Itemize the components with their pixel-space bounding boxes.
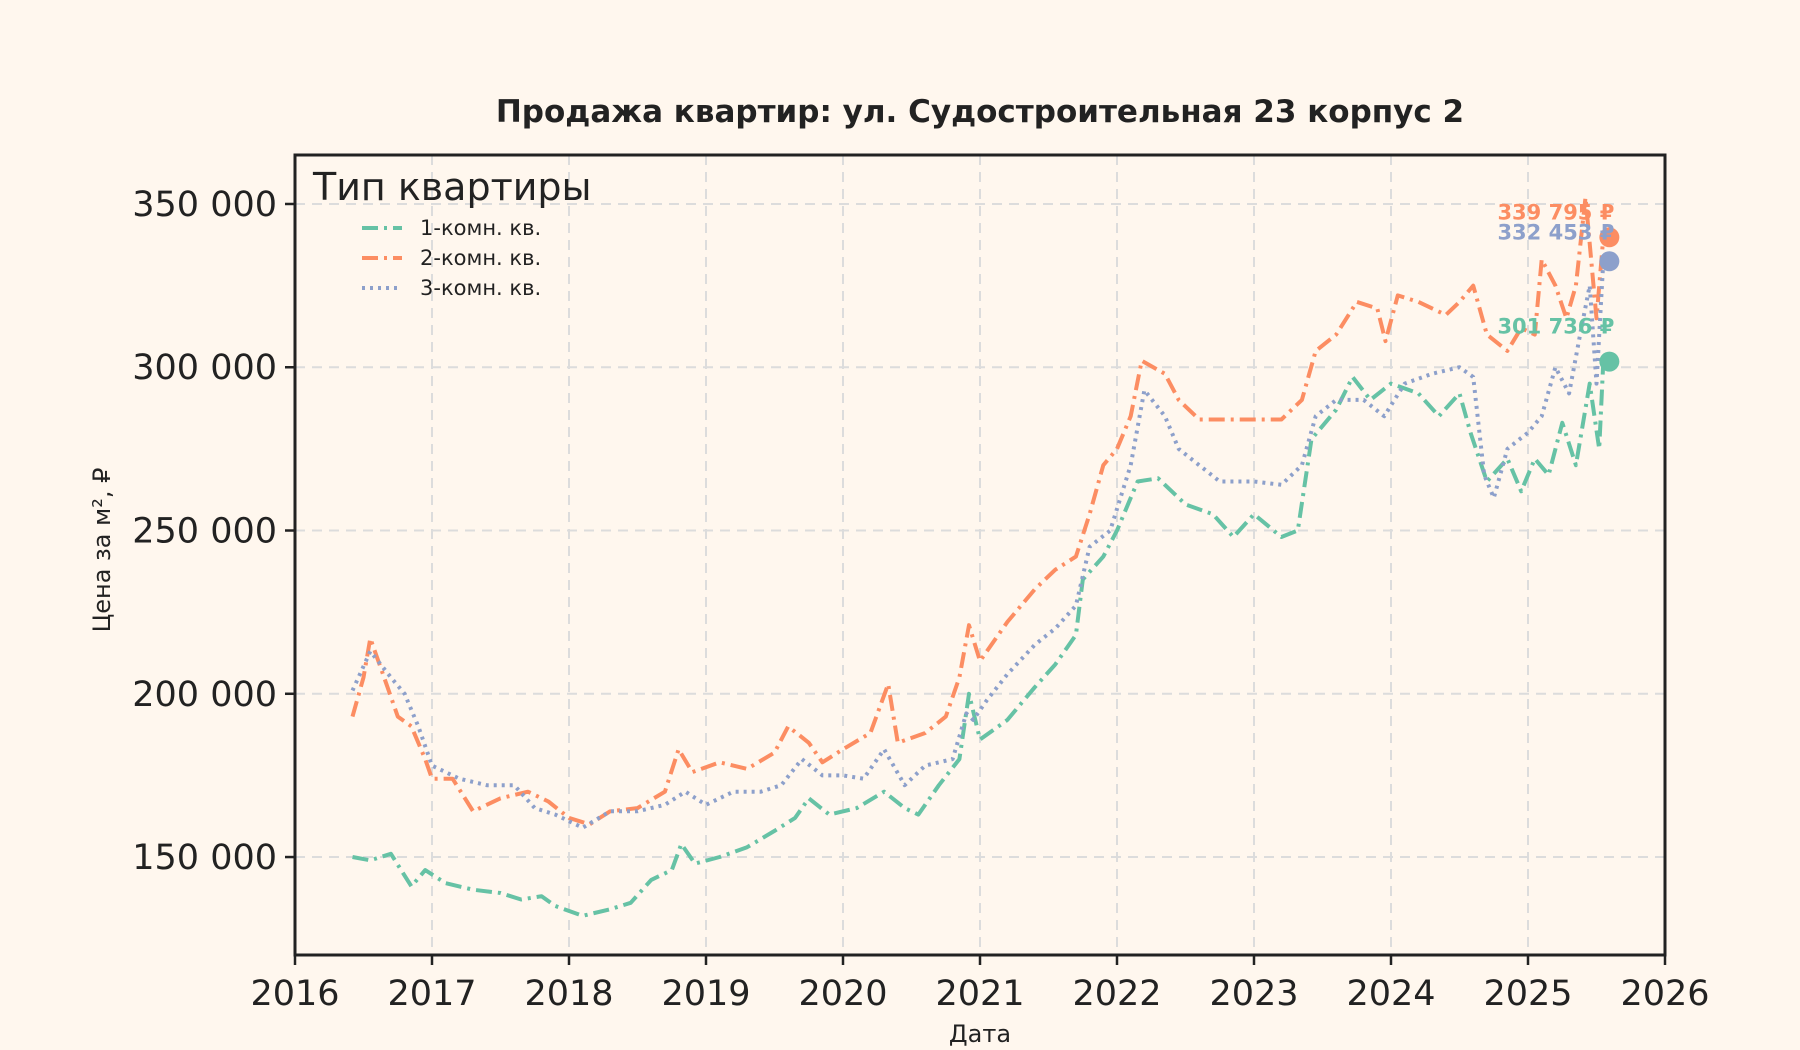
x-tick-label: 2020 — [798, 974, 887, 1014]
y-axis: 150 000 200 000 250 000 300 000 350 000 — [132, 185, 295, 878]
end-value-label: 332 453 ₽ — [1497, 220, 1614, 244]
chart-title: Продажа квартир: ул. Судостроительная 23… — [496, 94, 1464, 130]
legend: Тип квартиры 1-комн. кв. 2-комн. кв. 3-ком… — [312, 165, 592, 300]
legend-label: 2-комн. кв. — [420, 246, 541, 270]
x-tick-label: 2025 — [1483, 974, 1572, 1014]
y-tick-label: 250 000 — [132, 512, 277, 552]
end-value-label: 301 736 ₽ — [1497, 315, 1614, 339]
end-marker — [1599, 251, 1620, 272]
x-tick-label: 2016 — [250, 974, 339, 1014]
x-tick-label: 2024 — [1346, 974, 1435, 1014]
y-axis-label: Цена за м², ₽ — [88, 468, 116, 633]
end-value-label: 339 795 ₽ — [1497, 200, 1614, 224]
x-tick-label: 2021 — [935, 974, 1024, 1014]
x-tick-label: 2018 — [524, 974, 613, 1014]
end-marker — [1599, 351, 1620, 372]
x-tick-label: 2026 — [1620, 974, 1709, 1014]
legend-label: 3-комн. кв. — [420, 276, 541, 300]
y-tick-label: 300 000 — [132, 348, 277, 388]
grid — [295, 155, 1665, 955]
series-line — [350, 261, 1606, 830]
legend-label: 1-комн. кв. — [420, 216, 541, 240]
y-tick-label: 350 000 — [132, 185, 277, 225]
x-tick-label: 2022 — [1072, 974, 1161, 1014]
x-tick-label: 2017 — [387, 974, 476, 1014]
y-tick-label: 200 000 — [132, 675, 277, 715]
series-layer — [350, 195, 1606, 918]
end-markers: 301 736 ₽ 339 795 ₽332 453 ₽ — [1497, 200, 1620, 372]
y-tick-label: 150 000 — [132, 838, 277, 878]
x-axis: 2016 2017 2018 2019 2020 2021 2022 2023 2024 2025… — [250, 955, 1710, 1014]
end-marker — [1599, 227, 1620, 248]
x-tick-label: 2019 — [661, 974, 750, 1014]
x-tick-label: 2023 — [1209, 974, 1298, 1014]
x-axis-label: Дата — [949, 1020, 1011, 1048]
series-line — [352, 361, 1606, 918]
series-line — [350, 195, 1606, 827]
legend-title: Тип квартиры — [312, 165, 592, 209]
